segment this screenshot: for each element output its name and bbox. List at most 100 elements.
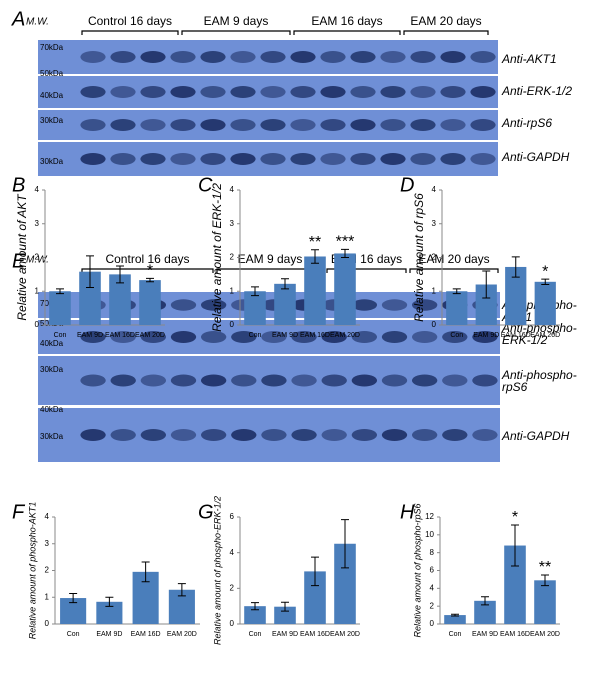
- blot-band: [381, 429, 408, 441]
- blot-band: [351, 299, 378, 311]
- marker-label: 40kDa: [40, 339, 64, 348]
- y-tick-label: 2: [230, 253, 235, 262]
- blot-band: [442, 331, 468, 343]
- y-axis-label: Relative amount of phospho-rpS6: [412, 503, 422, 637]
- y-tick-label: 4: [45, 512, 50, 521]
- blot-band: [200, 153, 226, 165]
- y-tick-label: 4: [35, 185, 40, 194]
- panel-letter: G: [198, 501, 214, 523]
- blot-band: [320, 153, 346, 165]
- blot-band: [200, 51, 226, 63]
- bar: [304, 571, 326, 624]
- blot-band: [442, 374, 468, 387]
- y-tick-label: 3: [432, 219, 437, 228]
- blot-band: [320, 51, 346, 63]
- blot-band: [470, 119, 496, 131]
- group-bracket: [409, 268, 499, 273]
- blot-band: [381, 374, 408, 387]
- marker-label: 50kDa: [40, 69, 64, 78]
- panel-letter: H: [400, 501, 415, 523]
- blot-band: [351, 429, 378, 441]
- bar: [444, 615, 466, 624]
- blot-band: [260, 153, 286, 165]
- blot-band: [110, 153, 136, 165]
- x-tick-label: EAM 20D: [530, 631, 560, 638]
- y-tick-label: 0: [45, 619, 50, 628]
- x-tick-label: EAM 20D: [167, 631, 197, 638]
- blot-band: [440, 119, 466, 131]
- blot-band: [290, 153, 316, 165]
- blot-band: [261, 374, 287, 387]
- blot-band: [170, 429, 197, 441]
- blot-band: [321, 331, 347, 343]
- blot-band: [320, 86, 346, 98]
- blot-band: [260, 51, 286, 63]
- y-tick-label: 6: [430, 566, 435, 575]
- blot-band: [140, 51, 166, 63]
- blot-band: [140, 429, 167, 441]
- y-axis-label: Relative amount of ERK-1/2: [210, 183, 224, 332]
- y-tick-label: 2: [230, 583, 235, 592]
- x-tick-label: EAM 16D: [300, 631, 330, 638]
- blot-band: [80, 119, 106, 131]
- y-tick-label: 1: [230, 286, 235, 295]
- blot-band: [200, 299, 227, 311]
- y-tick-label: 10: [425, 530, 434, 539]
- significance: ***: [336, 234, 355, 251]
- marker-label: 40kDa: [40, 405, 64, 414]
- y-tick-label: 1: [45, 592, 50, 601]
- error-bar: [56, 288, 64, 295]
- blot-band: [261, 429, 287, 441]
- y-tick-label: 4: [230, 548, 235, 557]
- blot-band: [140, 86, 166, 98]
- x-tick-label: EAM 9D: [473, 332, 499, 339]
- blot-band: [170, 51, 196, 63]
- panel-letter: D: [400, 174, 414, 196]
- marker-label: 30kDa: [40, 365, 64, 374]
- error-bar: [511, 524, 519, 567]
- y-axis-label: Relative amount of rpS6: [412, 193, 426, 322]
- bar: [49, 291, 71, 325]
- blot-band: [231, 331, 257, 343]
- blot-band: [291, 331, 317, 343]
- blot-band: [411, 374, 438, 387]
- blot-band: [351, 374, 378, 387]
- panel-letter: C: [198, 174, 213, 196]
- blot-band: [411, 429, 438, 441]
- error-bar: [541, 278, 550, 285]
- blot-band: [110, 331, 136, 343]
- bar: [475, 284, 497, 325]
- blot-band: [140, 331, 167, 343]
- group-bracket: [81, 268, 214, 273]
- blot-band: [80, 51, 106, 63]
- bar: [79, 271, 101, 325]
- x-tick-label: EAM 20D: [530, 332, 560, 339]
- y-tick-label: 3: [230, 219, 235, 228]
- error-bar: [482, 270, 491, 299]
- y-tick-label: 4: [230, 185, 235, 194]
- x-tick-label: Con: [249, 332, 262, 339]
- significance: *: [147, 263, 153, 280]
- bar: [274, 606, 296, 624]
- bar: [139, 280, 161, 325]
- blot-band: [351, 331, 378, 343]
- blot-band: [200, 86, 226, 98]
- panel-letter: B: [12, 174, 25, 196]
- marker-label: 70kDa: [40, 43, 64, 52]
- blot-band: [110, 86, 136, 98]
- blot-band: [140, 119, 166, 131]
- y-tick-label: 0: [430, 619, 435, 628]
- blot-band: [290, 86, 316, 98]
- group-label: EAM 20 days: [410, 14, 481, 28]
- y-tick-label: 2: [432, 253, 437, 262]
- error-bar: [341, 519, 349, 569]
- significance: **: [539, 559, 551, 576]
- blot-band: [200, 374, 227, 387]
- y-axis-label: Relative amount of phospho-AKT1: [27, 502, 37, 640]
- blot-band: [350, 119, 376, 131]
- y-tick-label: 1: [35, 286, 40, 295]
- error-bar: [281, 601, 289, 612]
- blot-band: [350, 153, 376, 165]
- y-axis-label: Relative amount of AKT: [15, 193, 29, 321]
- blot-band: [231, 429, 257, 441]
